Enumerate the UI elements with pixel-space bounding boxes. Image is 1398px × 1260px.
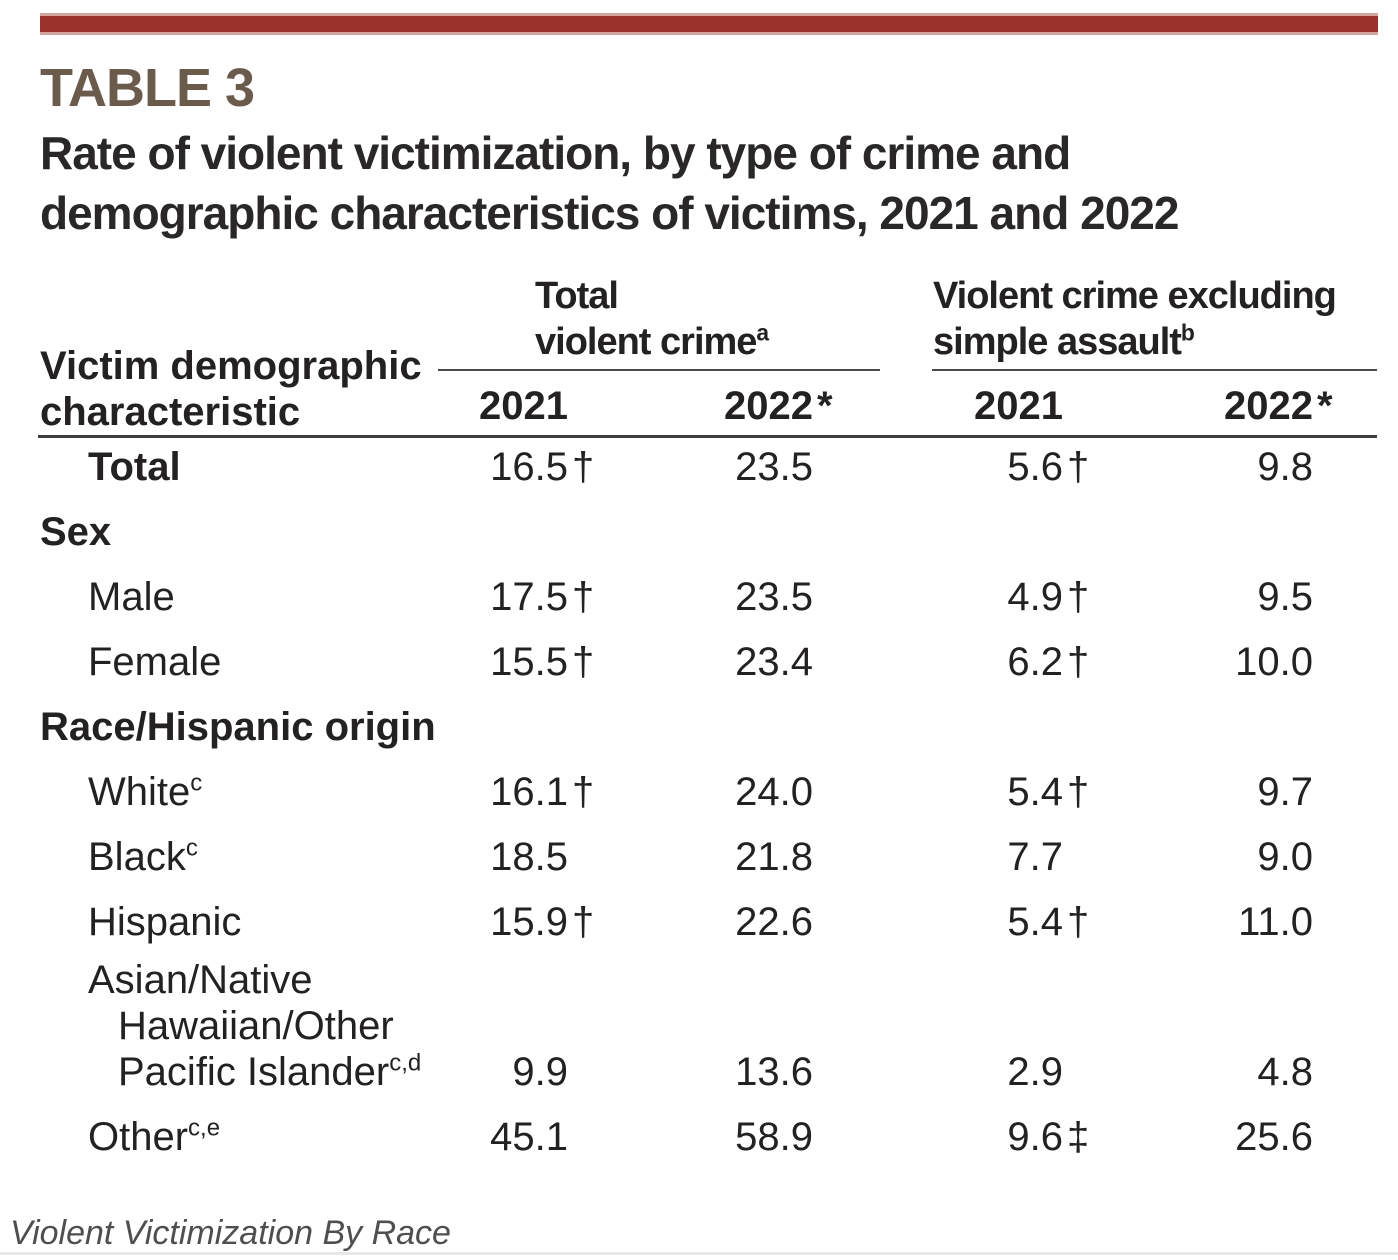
table-row-other: Otherc,e 45.1 58.9 9.6 ‡ 25.6	[40, 1107, 1345, 1172]
value-cell: 9.8	[1257, 445, 1313, 489]
table-row-asian-nhopi: Asian/Native Hawaiian/Other Pacific Isla…	[40, 957, 1345, 1107]
value-cell: 17.5 †	[490, 575, 595, 619]
footnote-marker-c: c	[190, 769, 203, 797]
footnote-marker-ce: c,e	[188, 1114, 221, 1142]
value-cell: 23.5	[735, 445, 813, 489]
table-row-total: Total 16.5 † 23.5 5.6 † 9.8	[40, 437, 1345, 502]
table-title-line-2: demographic characteristics of victims, …	[40, 187, 1179, 239]
value-cell: 24.0	[735, 770, 813, 814]
footnote-marker-cd: c,d	[389, 1049, 422, 1077]
table-row-black: Blackc 18.5 21.8 7.7 9.0	[40, 827, 1345, 892]
year-header-2022-group1: 2022 *	[724, 384, 833, 428]
value-cell: 5.4 †	[1007, 770, 1090, 814]
value-cell: 9.0	[1257, 835, 1313, 879]
table-row-male: Male 17.5 † 23.5 4.9 † 9.5	[40, 567, 1345, 632]
table-header: Victim demographic characteristic Total …	[38, 273, 1377, 438]
row-label-line-2: Hawaiian/Other	[118, 1004, 394, 1048]
row-label: Female	[88, 640, 222, 684]
table-body: Total 16.5 † 23.5 5.6 † 9.8 Sex Male 17.5 †…	[40, 435, 1345, 1172]
value-cell: 4.8	[1257, 1050, 1313, 1094]
value-cell: 58.9	[735, 1115, 813, 1159]
value-cell: 18.5	[490, 835, 568, 879]
value-cell: 23.4	[735, 640, 813, 684]
value-cell: 5.6 †	[1007, 445, 1090, 489]
value-cell: 25.6	[1235, 1115, 1313, 1159]
value-cell: 10.0	[1235, 640, 1313, 684]
year-header-2021-group1: 2021	[479, 384, 568, 428]
value-cell: 9.9	[512, 1050, 568, 1094]
value-cell: 2.9	[1007, 1050, 1063, 1094]
row-label: Hispanic	[88, 900, 242, 944]
year-header-2022-group2: 2022 *	[1224, 384, 1333, 428]
value-cell: 5.4 †	[1007, 900, 1090, 944]
footnote-marker-b: b	[1180, 319, 1195, 346]
table-title: Rate of violent victimization, by type o…	[40, 123, 1378, 243]
value-cell: 9.7	[1257, 770, 1313, 814]
table-row-white: Whitec 16.1 † 24.0 5.4 † 9.7	[40, 762, 1345, 827]
section-label: Sex	[40, 510, 112, 554]
year-header-2021-group2: 2021	[974, 384, 1063, 428]
table-number-label: TABLE 3	[40, 58, 255, 118]
value-cell: 22.6	[735, 900, 813, 944]
value-cell: 16.5 †	[490, 445, 595, 489]
figure-caption: Violent Victimization By Race	[10, 1214, 451, 1252]
group-label-line-1: Violent crime excluding	[933, 275, 1337, 317]
value-cell: 21.8	[735, 835, 813, 879]
accent-bar	[40, 13, 1378, 35]
value-cell: 16.1 †	[490, 770, 595, 814]
value-cell: 15.9 †	[490, 900, 595, 944]
table-title-line-1: Rate of violent victimization, by type o…	[40, 127, 1071, 179]
value-cell: 13.6	[735, 1050, 813, 1094]
stub-header-line-2: characteristic	[40, 390, 301, 434]
group-label-line-2: violent crimea	[535, 319, 770, 363]
statistics-table: Victim demographic characteristic Total …	[38, 273, 1377, 1172]
row-label: Asian/Native Hawaiian/Other Pacific Isla…	[40, 957, 450, 1107]
value-cell: 9.5	[1257, 575, 1313, 619]
group-label-line-1: Total	[535, 275, 619, 317]
row-label: Whitec	[88, 769, 203, 814]
value-cell: 9.6 ‡	[1007, 1115, 1090, 1159]
row-label: Total	[88, 445, 181, 489]
section-label: Race/Hispanic origin	[40, 705, 436, 749]
row-label: Blackc	[88, 834, 198, 879]
value-cell: 23.5	[735, 575, 813, 619]
table-row-female: Female 15.5 † 23.4 6.2 † 10.0	[40, 632, 1345, 697]
stub-header-line-1: Victim demographic	[40, 344, 422, 388]
value-cell: 45.1	[490, 1115, 568, 1159]
value-cell: 7.7	[1007, 835, 1063, 879]
column-group-total-violent-crime: Total violent crimea	[438, 273, 880, 371]
section-row-sex: Sex	[40, 502, 1345, 567]
group-label-line-2: simple assaultb	[933, 319, 1195, 363]
value-cell: 11.0	[1238, 900, 1313, 944]
value-cell: 4.9 †	[1007, 575, 1090, 619]
footnote-marker-a: a	[756, 319, 770, 346]
table-row-hispanic: Hispanic 15.9 † 22.6 5.4 † 11.0	[40, 892, 1345, 957]
value-cell: 15.5 †	[490, 640, 595, 684]
row-label-line-3: Pacific Islanderc,d	[118, 1049, 422, 1094]
value-cell: 6.2 †	[1007, 640, 1090, 684]
stub-header: Victim demographic characteristic	[40, 273, 450, 435]
column-group-excluding-simple-assault: Violent crime excluding simple assaultb	[845, 273, 1377, 371]
row-label-line-1: Asian/Native	[88, 958, 313, 1002]
footnote-marker-c: c	[185, 834, 198, 862]
row-label: Male	[88, 575, 175, 619]
section-row-race-hispanic-origin: Race/Hispanic origin	[40, 697, 1345, 762]
bottom-divider	[0, 1252, 1398, 1255]
row-label: Otherc,e	[88, 1114, 221, 1159]
